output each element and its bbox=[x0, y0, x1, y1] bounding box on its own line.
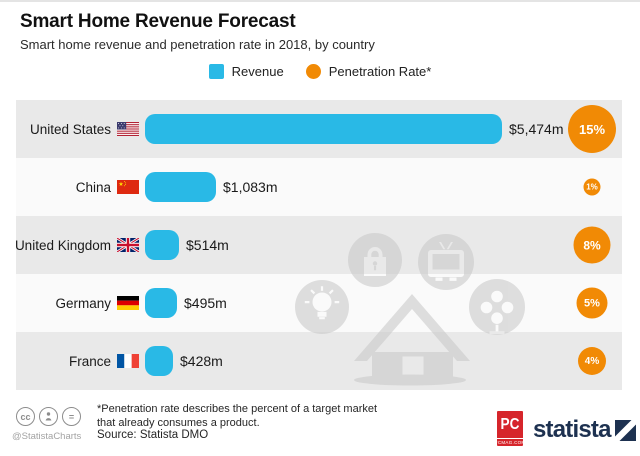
country-label: United Kingdom bbox=[14, 237, 111, 253]
top-border bbox=[0, 0, 640, 2]
statista-charts-handle: @StatistaCharts bbox=[12, 431, 82, 442]
legend: Revenue Penetration Rate* bbox=[0, 64, 640, 79]
bar-chart: United States $5,474m 15% China $1,083m … bbox=[14, 100, 622, 390]
footer: cc = @StatistaCharts *Penetration rate d… bbox=[0, 390, 640, 456]
penetration-swatch bbox=[305, 64, 321, 79]
penetration-circle: 1% bbox=[583, 178, 601, 196]
chart-row-france: France $428m 4% bbox=[16, 332, 622, 390]
statista-logo: statista bbox=[533, 416, 636, 444]
chart-row-united-kingdom: United Kingdom $514m 8% bbox=[14, 216, 622, 274]
chart-row-china: China $1,083m 1% bbox=[16, 158, 622, 216]
footnote-line2: that already consumes a product. bbox=[97, 417, 260, 429]
source-line: Source: Statista DMO bbox=[97, 429, 209, 441]
country-label: Germany bbox=[55, 295, 111, 311]
revenue-bar bbox=[145, 288, 177, 318]
legend-item-revenue: Revenue bbox=[208, 64, 284, 79]
chart-row-united-states: United States $5,474m 15% bbox=[16, 100, 622, 158]
country-label: China bbox=[75, 179, 111, 195]
penetration-circle: 5% bbox=[576, 287, 608, 319]
cc-icon: cc bbox=[16, 407, 35, 426]
country-label: United States bbox=[29, 121, 111, 137]
revenue-value: $514m bbox=[186, 237, 229, 253]
legend-item-penetration: Penetration Rate* bbox=[305, 64, 432, 79]
legend-revenue-label: Revenue bbox=[231, 64, 284, 79]
uk-flag-icon bbox=[116, 236, 140, 254]
china-flag-icon bbox=[117, 180, 139, 194]
revenue-value: $1,083m bbox=[223, 179, 278, 195]
revenue-value: $495m bbox=[184, 295, 227, 311]
revenue-value: $5,474m bbox=[509, 121, 564, 137]
revenue-bar bbox=[145, 114, 502, 144]
footnote: *Penetration rate describes the percent … bbox=[97, 402, 377, 430]
country-label: France bbox=[68, 353, 111, 369]
penetration-circle: 4% bbox=[578, 347, 606, 375]
usa-flag-icon bbox=[117, 122, 139, 136]
revenue-value: $428m bbox=[180, 353, 223, 369]
pc-magazine-logo: PC PCMAG.COM bbox=[497, 411, 523, 446]
cc-by-person-icon bbox=[39, 407, 58, 426]
penetration-circle: 15% bbox=[568, 105, 616, 153]
pc-logo-text: PC bbox=[500, 415, 520, 433]
legend-penetration-label: Penetration Rate* bbox=[328, 64, 432, 79]
penetration-circle: 8% bbox=[573, 226, 611, 264]
revenue-swatch bbox=[208, 64, 224, 79]
revenue-bar bbox=[145, 172, 216, 202]
chart-row-germany: Germany $495m 5% bbox=[16, 274, 622, 332]
germany-flag-icon bbox=[117, 296, 139, 310]
pc-logo-subtext: PCMAG.COM bbox=[497, 438, 523, 445]
revenue-bar bbox=[145, 230, 179, 260]
cc-nd-icon: = bbox=[62, 407, 81, 426]
statista-wordmark: statista bbox=[533, 416, 611, 443]
revenue-bar bbox=[145, 346, 173, 376]
cc-license-icons: cc = bbox=[16, 407, 81, 426]
footnote-line1: *Penetration rate describes the percent … bbox=[97, 403, 378, 415]
page-subtitle: Smart home revenue and penetration rate … bbox=[20, 37, 375, 52]
page-title: Smart Home Revenue Forecast bbox=[20, 11, 296, 32]
statista-glyph-icon bbox=[614, 419, 636, 441]
france-flag-icon bbox=[117, 354, 139, 368]
